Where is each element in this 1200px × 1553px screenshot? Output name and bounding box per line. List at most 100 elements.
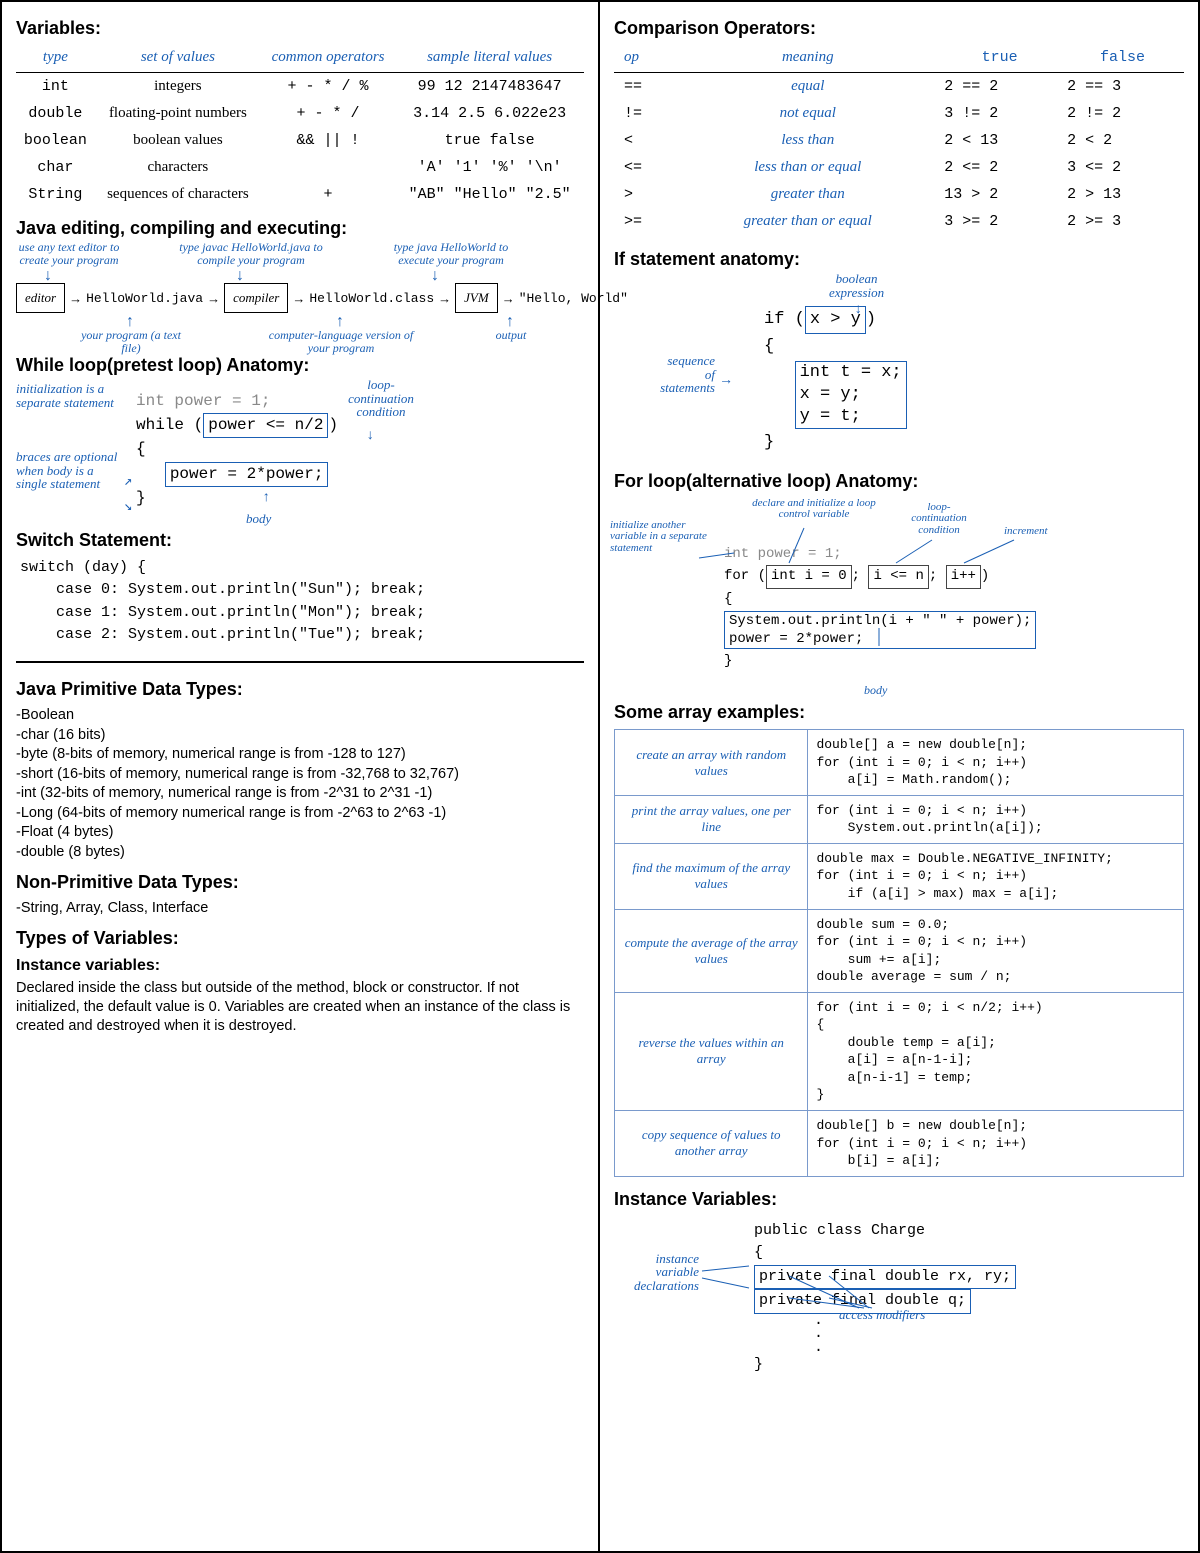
arrow-down-icon: ↓ <box>236 267 244 285</box>
vars-h3: sample literal values <box>395 45 584 73</box>
for-close: } <box>724 651 1184 673</box>
switch-code: switch (day) { case 0: System.out.printl… <box>20 557 584 647</box>
if-annot-seq: sequence of statements <box>620 354 715 395</box>
arrow-right-icon: → <box>438 291 451 306</box>
vars-h0: type <box>16 45 95 73</box>
for-title: For loop(alternative loop) Anatomy: <box>614 471 1184 492</box>
if-annot-bool: boolean expression <box>829 272 884 299</box>
typesofvars-title: Types of Variables: <box>16 928 584 949</box>
exec-note-top: type java HelloWorld to execute your pro… <box>376 241 526 267</box>
inst-l4: private final double q; <box>754 1289 1184 1314</box>
arrow-right-icon: → <box>722 371 730 393</box>
while-annot-braces: braces are optional when body is a singl… <box>16 450 126 491</box>
list-item: -char (16 bits) <box>16 726 584 746</box>
inst-l5: } <box>754 1354 1184 1377</box>
nonprimitives-text: -String, Array, Class, Interface <box>16 899 584 918</box>
variables-title: Variables: <box>16 18 584 39</box>
output-text: "Hello, World" <box>519 291 628 306</box>
for-annot-declare: declare and initialize a loop control va… <box>749 498 879 521</box>
editor-note-bottom: your program (a text file) <box>76 329 186 355</box>
arrow-right-icon: ↗ <box>124 472 132 492</box>
compiler-box: compiler <box>224 283 288 313</box>
table-row: create an array with random valuesdouble… <box>615 730 1184 796</box>
switch-title: Switch Statement: <box>16 530 584 551</box>
table-row: intintegers+ - * / %99 12 2147483647 <box>16 73 584 101</box>
table-row: reverse the values within an arrayfor (i… <box>615 992 1184 1110</box>
comp-h0: op <box>614 45 677 73</box>
jvm-box: JVM <box>455 283 498 313</box>
table-row: ==equal2 == 22 == 3 <box>614 73 1184 101</box>
while-annot-cond: loop- continuation condition <box>326 378 436 419</box>
table-row: >=greater than or equal3 >= 22 >= 3 <box>614 208 1184 235</box>
inst-l2: { <box>754 1242 1184 1265</box>
list-item: -double (8 bytes) <box>16 843 584 863</box>
for-annot-body: body <box>864 684 887 697</box>
table-row: copy sequence of values to another array… <box>615 1111 1184 1177</box>
comp-h2: true <box>938 45 1061 73</box>
while-close-brace: } <box>136 487 584 510</box>
arrow-right-icon: → <box>69 291 82 306</box>
table-row: >greater than13 > 22 > 13 <box>614 181 1184 208</box>
arrow-down-icon: ↓ <box>431 267 439 285</box>
list-item: -int (32-bits of memory, numerical range… <box>16 784 584 804</box>
editing-diagram: use any text editor to create your progr… <box>16 283 584 313</box>
while-annot-init: initialization is a separate statement <box>16 382 146 409</box>
arrow-up-icon: ↑ <box>262 488 270 508</box>
if-title: If statement anatomy: <box>614 249 1184 270</box>
while-diagram: initialization is a separate statement l… <box>16 382 584 516</box>
while-body-line: power = 2*power; <box>136 462 584 487</box>
for-annot-incr: increment <box>1004 526 1048 538</box>
while-cond: power <= n/2 <box>203 413 328 438</box>
primitives-list: -Boolean -char (16 bits) -byte (8-bits o… <box>16 706 584 863</box>
table-row: charcharacters'A' '1' '%' '\n' <box>16 154 584 181</box>
if-close-brace: } <box>764 430 1184 456</box>
for-annot-cond: loop- continuation condition <box>894 502 984 537</box>
if-header: if (x > y) <box>764 306 1184 334</box>
if-body: int t = x; x = y; y = t; <box>764 361 1184 431</box>
for-body: System.out.println(i + " " + power); pow… <box>724 611 1184 651</box>
table-row: !=not equal3 != 22 != 2 <box>614 100 1184 127</box>
arrow-right-icon: → <box>502 291 515 306</box>
compile-note-top: type javac HelloWorld.java to compile yo… <box>166 241 336 267</box>
instance-title: Instance Variables: <box>614 1189 1184 1210</box>
comp-h1: meaning <box>677 45 938 73</box>
inst-dots: . . . <box>754 1314 1184 1355</box>
if-open-brace: { <box>764 334 1184 360</box>
instance-vars-text: Declared inside the class but outside of… <box>16 979 584 1036</box>
arrow-down-icon: ↓ <box>854 300 862 322</box>
page: Variables: type set of values common ope… <box>0 0 1200 1553</box>
for-open: { <box>724 589 1184 611</box>
comparison-table: op meaning true false ==equal2 == 22 == … <box>614 45 1184 235</box>
if-diagram: boolean expression ↓ sequence of stateme… <box>614 276 1184 463</box>
while-annot-body: body <box>246 512 271 526</box>
table-row: print the array values, one per linefor … <box>615 795 1184 843</box>
vars-h2: common operators <box>261 45 395 73</box>
primitives-title: Java Primitive Data Types: <box>16 679 584 700</box>
inst-annot-access: access modifiers <box>839 1308 925 1322</box>
arrow-down-icon: ↓ <box>366 426 374 446</box>
list-item: -Long (64-bits of memory numerical range… <box>16 804 584 824</box>
list-item: -short (16-bits of memory, numerical ran… <box>16 765 584 785</box>
editor-box: editor <box>16 283 65 313</box>
for-diagram: initialize another variable in a separat… <box>614 498 1184 697</box>
comp-h3: false <box>1061 45 1184 73</box>
left-column: Variables: type set of values common ope… <box>2 2 600 1551</box>
arrays-title: Some array examples: <box>614 702 1184 723</box>
src-file: HelloWorld.java <box>86 291 203 306</box>
table-row: doublefloating-point numbers+ - * /3.14 … <box>16 100 584 127</box>
inst-l1: public class Charge <box>754 1220 1184 1243</box>
vars-body: intintegers+ - * / %99 12 2147483647 dou… <box>16 73 584 209</box>
arrow-right-icon: → <box>292 291 305 306</box>
while-title: While loop(pretest loop) Anatomy: <box>16 355 584 376</box>
arrays-table: create an array with random valuesdouble… <box>614 729 1184 1176</box>
inst-l3: private final double rx, ry; <box>754 1265 1184 1290</box>
vars-h1: set of values <box>95 45 261 73</box>
separator <box>16 661 584 663</box>
editor-note-top: use any text editor to create your progr… <box>4 241 134 267</box>
comparison-title: Comparison Operators: <box>614 18 1184 39</box>
list-item: -Float (4 bytes) <box>16 823 584 843</box>
compiler-note-bottom: computer-language version of your progra… <box>266 329 416 355</box>
instance-vars-sub: Instance variables: <box>16 957 584 975</box>
table-row: compute the average of the array valuesd… <box>615 909 1184 992</box>
table-row: <=less than or equal2 <= 23 <= 2 <box>614 154 1184 181</box>
